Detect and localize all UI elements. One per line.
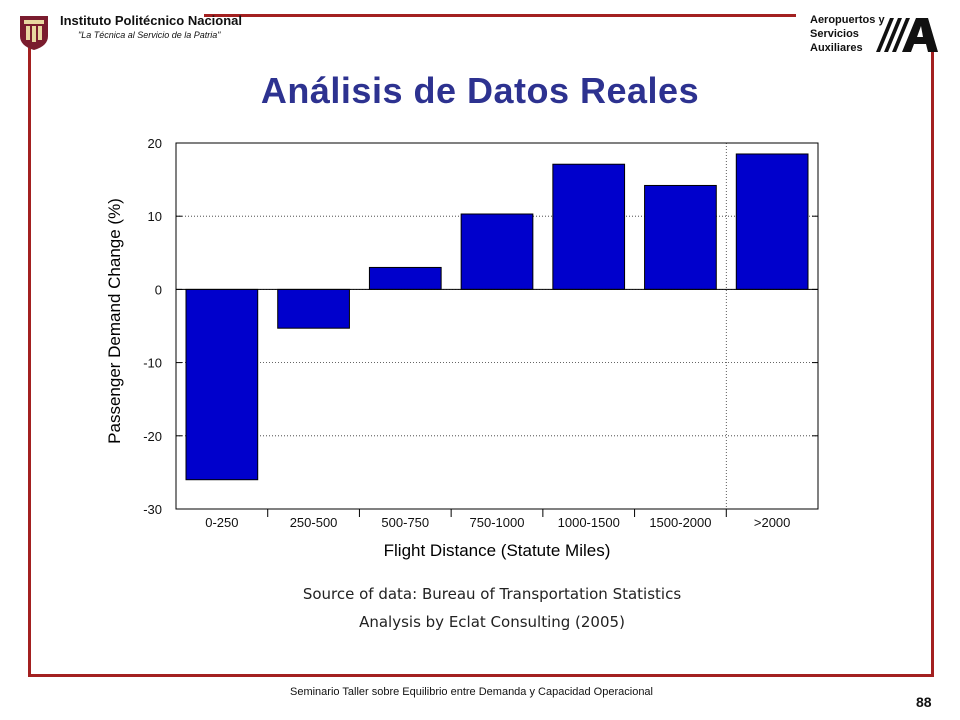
bar (277, 288, 350, 329)
bar (644, 184, 717, 290)
bar (460, 213, 534, 290)
frame-bottom-border (28, 674, 934, 677)
partner-name-line: Aeropuertos y (810, 14, 885, 26)
institution-name: Instituto Politécnico Nacional (60, 13, 243, 28)
x-tick-label: 1000-1500 (558, 515, 620, 530)
partner-name-line: Auxiliares (810, 42, 863, 54)
y-tick-label: 0 (155, 282, 162, 297)
x-tick-label: 500-750 (381, 515, 429, 530)
y-tick-label: 10 (148, 209, 162, 224)
bar (552, 163, 626, 290)
partner-name: Aeropuertos y Servicios Auxiliares (810, 13, 885, 55)
bar (735, 153, 809, 290)
y-axis-label: Passenger Demand Change (%) (105, 198, 124, 444)
frame-top-border (204, 14, 796, 17)
x-tick-label: >2000 (754, 515, 791, 530)
plot-frame (175, 142, 819, 510)
frame-right-border (931, 52, 934, 677)
source-note: Source of data: Bureau of Transportation… (302, 585, 682, 603)
x-tick-label: 250-500 (290, 515, 338, 530)
bar (368, 266, 442, 290)
bar (185, 288, 259, 481)
x-tick-label: 750-1000 (470, 515, 525, 530)
x-tick-label: 1500-2000 (649, 515, 711, 530)
y-tick-label: -20 (143, 429, 162, 444)
x-axis-label: Flight Distance (Statute Miles) (384, 541, 611, 560)
y-tick-label: 20 (148, 136, 162, 151)
slide-title: Análisis de Datos Reales (260, 70, 700, 111)
institution-motto: "La Técnica al Servicio de la Patria" (78, 30, 221, 40)
y-tick-label: -30 (143, 502, 162, 517)
x-tick-label: 0-250 (205, 515, 238, 530)
analysis-note: Analysis by Eclat Consulting (2005) (359, 613, 625, 631)
y-tick-label: -10 (143, 356, 162, 371)
frame-left-border (28, 17, 31, 677)
asa-logo-icon (876, 18, 938, 52)
footer-text: Seminario Taller sobre Equilibrio entre … (290, 686, 653, 698)
ipn-logo-icon (20, 16, 48, 50)
partner-name-line: Servicios (810, 28, 859, 40)
page-number: 88 (916, 694, 932, 710)
